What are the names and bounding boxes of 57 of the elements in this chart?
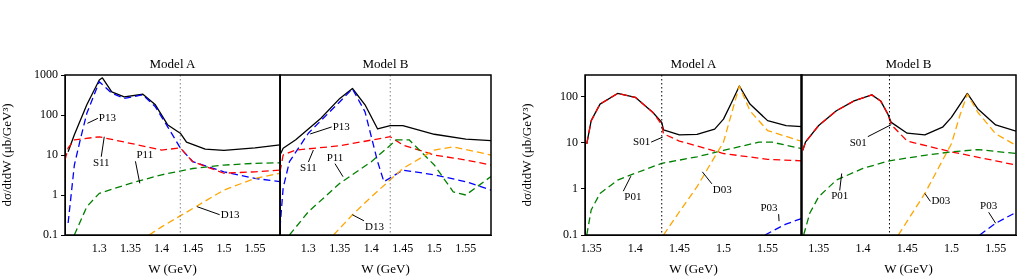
annotation: P11 xyxy=(136,148,154,161)
y-tick-label: 0.1 xyxy=(43,227,58,242)
x-axis-title: W (GeV) xyxy=(669,260,718,276)
x-tick-label: 1.55 xyxy=(985,241,1007,256)
annotation: P11 xyxy=(326,150,344,163)
annotation: P13 xyxy=(98,111,117,124)
annotation: P03 xyxy=(760,201,779,214)
x-tick-label: 1.45 xyxy=(392,241,414,256)
x-tick-label: 1.35 xyxy=(329,241,351,256)
x-tick-label: 1.45 xyxy=(182,241,204,256)
x-tick-label: 1.4 xyxy=(627,241,643,256)
annotation: P01 xyxy=(624,190,642,203)
x-tick-label: 1.45 xyxy=(896,241,918,256)
annotation: P13 xyxy=(332,119,351,132)
y-axis-title: dσ/dtdW (μb/GeV³) xyxy=(0,103,15,207)
x-tick-label: 1.5 xyxy=(426,241,442,256)
chart-title: Model A xyxy=(670,55,718,71)
annotation: D03 xyxy=(712,182,733,195)
chart-title: Model B xyxy=(362,55,409,71)
annotation: P01 xyxy=(831,189,849,202)
x-tick-label: 1.35 xyxy=(580,241,602,256)
y-axis-title: dσ/dtdW (μb/GeV³) xyxy=(519,103,535,207)
annotation: S01 xyxy=(849,135,867,148)
x-axis-title: W (GeV) xyxy=(361,260,410,276)
x-axis-title: W (GeV) xyxy=(884,260,933,276)
x-tick-label: 1.45 xyxy=(668,241,690,256)
chart-title: Model B xyxy=(885,55,932,71)
annotation: D03 xyxy=(931,194,951,207)
annotation: S01 xyxy=(633,135,651,148)
x-tick-label: 1.3 xyxy=(91,241,107,256)
y-tick-label: 1 xyxy=(572,181,578,196)
x-tick-label: 1.5 xyxy=(216,241,232,256)
x-tick-label: 1.5 xyxy=(715,241,731,256)
x-tick-label: 1.5 xyxy=(943,241,959,256)
y-tick-label: 1 xyxy=(52,187,58,202)
x-tick-label: 1.4 xyxy=(855,241,871,256)
annotation: P03 xyxy=(980,199,998,212)
y-tick-label: 100 xyxy=(560,89,578,104)
x-tick-label: 1.4 xyxy=(363,241,379,256)
x-tick-label: 1.55 xyxy=(757,241,779,256)
x-tick-label: 1.3 xyxy=(300,241,316,256)
annotation: D13 xyxy=(364,219,385,232)
x-tick-label: 1.35 xyxy=(808,241,830,256)
x-tick-label: 1.4 xyxy=(154,241,170,256)
x-axis-title: W (GeV) xyxy=(148,260,197,276)
y-tick-label: 100 xyxy=(40,107,58,122)
y-tick-label: 10 xyxy=(46,147,58,162)
annotation: S11 xyxy=(300,160,317,173)
x-tick-label: 1.35 xyxy=(119,241,141,256)
y-tick-label: 0.1 xyxy=(563,227,578,242)
annotation: D13 xyxy=(220,207,241,220)
x-tick-label: 1.55 xyxy=(244,241,266,256)
x-tick-label: 1.55 xyxy=(455,241,477,256)
y-tick-label: 10 xyxy=(566,135,578,150)
chart-title: Model A xyxy=(149,55,197,71)
annotation: S11 xyxy=(92,155,110,168)
y-tick-label: 1000 xyxy=(34,67,58,82)
